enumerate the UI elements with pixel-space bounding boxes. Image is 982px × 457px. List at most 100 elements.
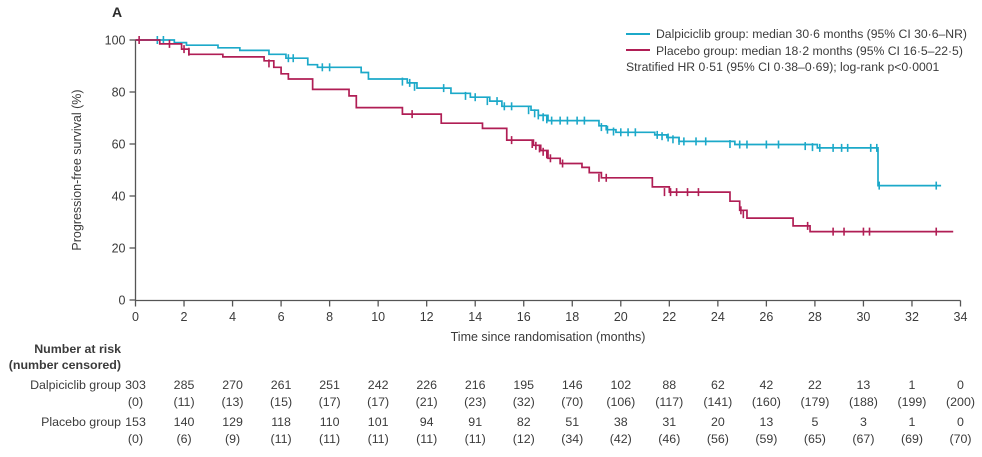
at-risk-count: 216 — [464, 378, 486, 392]
at-risk-count: 195 — [513, 378, 535, 392]
at-risk-count: 118 — [271, 415, 291, 429]
censored-count: (0) — [127, 395, 144, 409]
risk-row-label-placebo: Placebo group — [41, 415, 121, 429]
legend: Dalpiciclib group: median 30·6 months (9… — [626, 26, 967, 76]
at-risk-count: 22 — [808, 378, 822, 392]
x-axis-title: Time since randomisation (months) — [450, 330, 646, 344]
censored-count: (6) — [176, 432, 192, 446]
censored-count: (56) — [706, 432, 729, 446]
x-tick-label: 10 — [371, 310, 385, 324]
risk-table-header-line1: Number at risk — [34, 342, 121, 356]
x-tick-label: 8 — [326, 310, 333, 324]
at-risk-count: 285 — [173, 378, 195, 392]
at-risk-count: 153 — [125, 415, 146, 429]
at-risk-count: 226 — [416, 378, 438, 392]
censored-count: (200) — [946, 395, 975, 409]
censored-count: (9) — [224, 432, 241, 446]
censored-count: (0) — [127, 432, 144, 446]
at-risk-count: 13 — [759, 415, 774, 429]
legend-item-dalpiciclib: Dalpiciclib group: median 30·6 months (9… — [626, 26, 967, 43]
censored-count: (17) — [318, 395, 341, 409]
at-risk-count: 270 — [222, 378, 243, 392]
at-risk-count: 0 — [957, 415, 964, 429]
at-risk-count: 1 — [908, 378, 916, 392]
censored-count: (160) — [751, 395, 781, 409]
survival-curve-dalpiciclib — [135, 39, 942, 187]
censored-count: (11) — [319, 432, 341, 446]
at-risk-count: 94 — [419, 415, 434, 429]
censored-count: (59) — [755, 432, 778, 446]
risk-table-header-line2: (number censored) — [8, 358, 121, 372]
censored-count: (179) — [800, 395, 830, 409]
censored-count: (46) — [658, 432, 681, 446]
censored-count: (21) — [415, 395, 438, 409]
censored-count: (11) — [416, 432, 438, 446]
at-risk-count: 31 — [662, 415, 677, 429]
censored-count: (11) — [173, 395, 195, 409]
legend-label-placebo: Placebo group: median 18·2 months (95% C… — [656, 43, 963, 58]
panel-label: A — [112, 4, 123, 20]
at-risk-count: 303 — [125, 378, 146, 392]
legend-label-dalpiciclib: Dalpiciclib group: median 30·6 months (9… — [656, 27, 967, 41]
y-tick-label: 20 — [112, 241, 126, 255]
x-tick-label: 22 — [662, 310, 676, 324]
x-tick-label: 28 — [808, 310, 822, 324]
censored-count: (70) — [949, 432, 972, 446]
x-tick-label: 32 — [905, 310, 919, 324]
at-risk-count: 13 — [856, 378, 871, 392]
at-risk-count: 0 — [957, 378, 964, 392]
censored-count: (141) — [703, 395, 733, 409]
at-risk-count: 3 — [859, 415, 867, 429]
at-risk-count: 110 — [319, 415, 340, 429]
censored-count: (15) — [270, 395, 293, 409]
censored-count: (67) — [852, 432, 875, 446]
placebo-line-swatch — [626, 49, 650, 52]
at-risk-count: 102 — [610, 378, 632, 392]
censored-count: (199) — [897, 395, 927, 409]
censored-count: (13) — [221, 395, 244, 409]
at-risk-count: 42 — [759, 378, 774, 392]
y-axis-title: Progression-free survival (%) — [70, 89, 84, 251]
legend-item-placebo: Placebo group: median 18·2 months (95% C… — [626, 43, 967, 60]
censored-count: (188) — [848, 395, 878, 409]
y-tick-label: 60 — [112, 137, 126, 151]
x-tick-label: 30 — [856, 310, 870, 324]
at-risk-count: 101 — [367, 415, 389, 429]
at-risk-count: 1 — [908, 415, 916, 429]
censored-count: (11) — [464, 432, 486, 446]
at-risk-count: 146 — [561, 378, 583, 392]
survival-curve-placebo — [135, 39, 954, 233]
at-risk-count: 242 — [367, 378, 389, 392]
x-tick-label: 2 — [181, 310, 188, 324]
at-risk-count: 5 — [811, 415, 819, 429]
at-risk-count: 91 — [468, 415, 483, 429]
censored-count: (65) — [803, 432, 826, 446]
censored-count: (70) — [561, 395, 584, 409]
censored-count: (106) — [606, 395, 636, 409]
x-tick-label: 6 — [278, 310, 285, 324]
censored-count: (69) — [900, 432, 923, 446]
censored-count: (117) — [655, 395, 684, 409]
censored-count: (12) — [512, 432, 535, 446]
censored-count: (34) — [561, 432, 584, 446]
legend-stats-note: Stratified HR 0·51 (95% CI 0·38–0·69); l… — [626, 60, 940, 74]
at-risk-count: 62 — [710, 378, 725, 392]
at-risk-count: 140 — [173, 415, 195, 429]
at-risk-count: 82 — [516, 415, 531, 429]
x-tick-label: 26 — [759, 310, 773, 324]
at-risk-count: 129 — [222, 415, 243, 429]
censored-count: (23) — [464, 395, 487, 409]
censored-count: (42) — [609, 432, 632, 446]
at-risk-count: 38 — [613, 415, 628, 429]
y-tick-label: 40 — [112, 189, 126, 203]
x-tick-label: 0 — [132, 310, 139, 324]
x-tick-label: 34 — [954, 310, 968, 324]
at-risk-count: 88 — [662, 378, 677, 392]
x-tick-label: 24 — [711, 310, 725, 324]
censored-count: (11) — [270, 432, 292, 446]
y-tick-label: 100 — [105, 33, 126, 47]
y-tick-label: 80 — [112, 85, 126, 99]
risk-row-label-dalpiciclib: Dalpiciclib group — [30, 378, 121, 392]
